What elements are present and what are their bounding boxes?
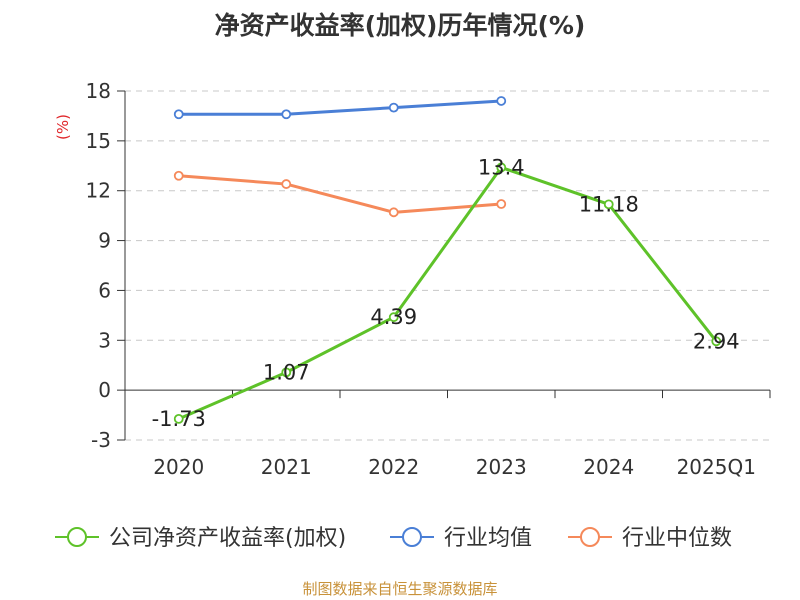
data-label: 11.18 — [579, 192, 639, 216]
grid-lines — [125, 90, 770, 441]
data-label: -1.73 — [152, 407, 206, 431]
data-point — [173, 170, 184, 181]
x-tick-label: 2022 — [368, 455, 419, 479]
data-label: 1.07 — [263, 360, 310, 384]
x-tick-label: 2024 — [583, 455, 634, 479]
y-tick-label: 12 — [86, 179, 111, 203]
x-tick-label: 2025Q1 — [677, 455, 756, 479]
legend-item-0[interactable]: 公司净资产收益率(加权) — [55, 526, 346, 551]
data-point — [173, 109, 184, 120]
legend-item-2[interactable]: 行业中位数 — [568, 526, 732, 551]
series-line-1 — [178, 99, 502, 116]
source-note: 制图数据来自恒生聚源数据库 — [302, 580, 498, 598]
legend-label: 公司净资产收益率(加权) — [109, 526, 346, 551]
y-tick-label: -3 — [91, 428, 111, 452]
data-label: 2.94 — [693, 329, 740, 353]
legend[interactable]: 公司净资产收益率(加权) 行业均值 行业中位数 — [55, 526, 732, 551]
data-labels: -1.73 1.07 4.39 13.4 11.18 2.94 — [152, 155, 740, 430]
data-point — [281, 179, 292, 189]
legend-marker-icon — [580, 527, 600, 547]
chart-title: 净资产收益率(加权)历年情况(%) — [214, 11, 586, 40]
data-point — [603, 199, 614, 210]
legend-marker-icon — [67, 527, 87, 547]
data-label: 4.39 — [370, 305, 417, 329]
data-point — [281, 109, 292, 120]
y-axis-label: (%) — [54, 114, 72, 140]
data-point — [388, 207, 399, 218]
y-tick-label: 6 — [98, 278, 111, 302]
axes: -3 0 3 6 9 12 15 18 2020 2021 2022 2023 2024 2025Q1 — [86, 79, 771, 479]
data-point — [281, 367, 292, 378]
legend-marker-icon — [402, 527, 422, 547]
y-tick-label: 9 — [98, 229, 111, 253]
legend-item-1[interactable]: 行业均值 — [390, 526, 532, 551]
series-layer — [173, 96, 722, 424]
legend-label: 行业均值 — [444, 526, 532, 551]
data-point — [496, 162, 507, 173]
data-point — [496, 96, 507, 106]
y-tick-label: 15 — [86, 129, 111, 153]
series-line-2 — [178, 174, 502, 214]
x-tick-label: 2023 — [476, 455, 527, 479]
y-tick-label: 18 — [86, 79, 111, 103]
data-label: 13.4 — [478, 155, 525, 179]
x-tick-label: 2020 — [153, 455, 204, 479]
y-tick-label: 3 — [98, 328, 111, 352]
data-point — [173, 413, 184, 424]
data-point — [388, 312, 399, 323]
data-point — [388, 102, 399, 113]
data-point — [711, 336, 722, 347]
legend-label: 行业中位数 — [622, 526, 732, 551]
x-tick-label: 2021 — [261, 455, 312, 479]
series-line-0 — [178, 165, 718, 421]
y-tick-label: 0 — [98, 378, 111, 402]
data-point — [496, 199, 507, 209]
